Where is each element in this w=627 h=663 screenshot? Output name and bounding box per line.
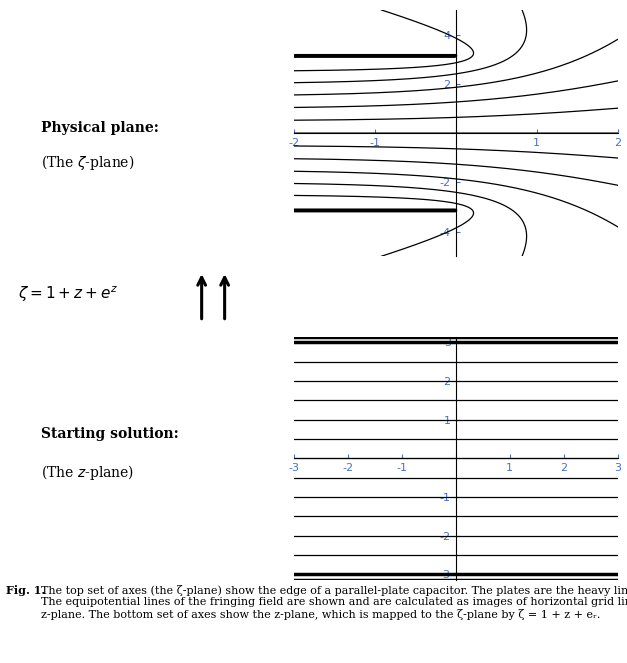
Text: Physical plane:: Physical plane:	[41, 121, 159, 135]
Text: $\zeta = 1 + z + e^z$: $\zeta = 1 + z + e^z$	[18, 284, 118, 304]
Text: (The $z$-plane): (The $z$-plane)	[41, 463, 134, 483]
Text: The top set of axes (the ζ-plane) show the edge of a parallel-plate capacitor. T: The top set of axes (the ζ-plane) show t…	[41, 585, 627, 620]
Text: Starting solution:: Starting solution:	[41, 427, 179, 441]
Text: Fig. 1.: Fig. 1.	[6, 585, 46, 596]
Text: (The $\zeta$-plane): (The $\zeta$-plane)	[41, 153, 134, 172]
